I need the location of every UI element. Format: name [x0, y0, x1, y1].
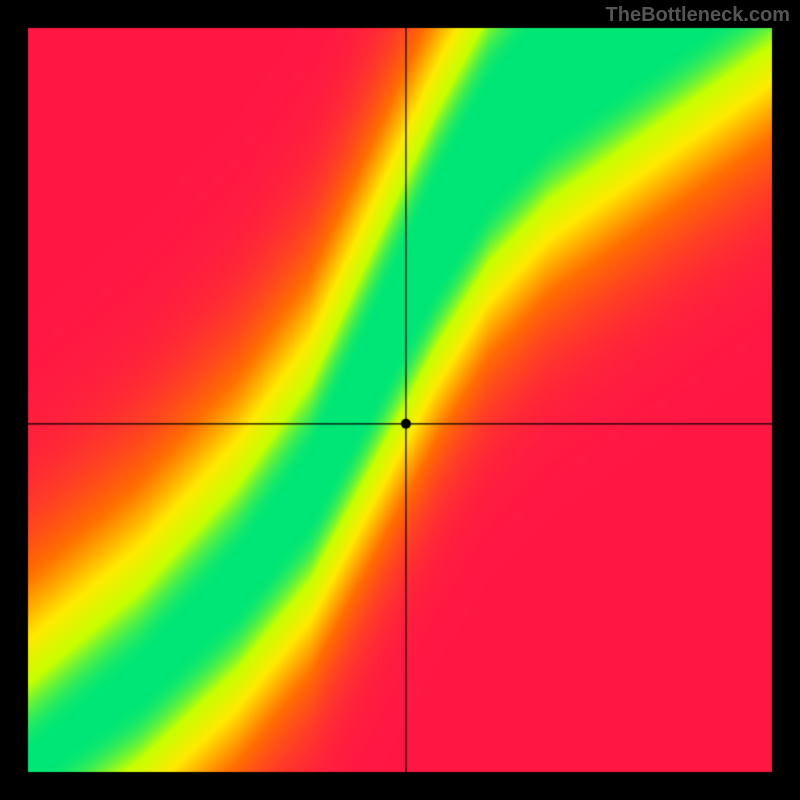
- chart-container: { "watermark": { "text": "TheBottleneck.…: [0, 0, 800, 800]
- bottleneck-heatmap-canvas: [0, 0, 800, 800]
- watermark-label: TheBottleneck.com: [606, 4, 790, 27]
